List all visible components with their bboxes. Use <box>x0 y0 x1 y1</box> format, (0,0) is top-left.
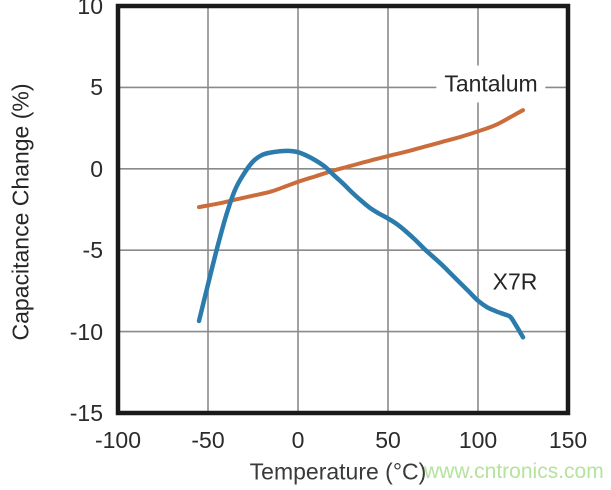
y-axis-title: Capacitance Change (%) <box>7 83 34 341</box>
x-tick-label-150: 150 <box>548 427 588 453</box>
y-tick-label--15: -15 <box>69 400 103 426</box>
series-line-x7r <box>196 148 526 340</box>
x-tick-label--50: -50 <box>191 427 225 453</box>
y-tick-label-0: 0 <box>90 155 103 182</box>
y-tick-label--5: -5 <box>82 237 103 264</box>
y-tick-label-10: 10 <box>77 0 103 19</box>
x-tick-label-50: 50 <box>375 427 401 453</box>
x-tick-label-100: 100 <box>458 427 498 453</box>
y-tick-label-5: 5 <box>90 74 103 101</box>
x-tick-label--100: -100 <box>94 427 142 453</box>
watermark-text: www.cntronics.com <box>424 460 604 483</box>
plot-border <box>115 3 571 416</box>
series-line-tantalum <box>197 108 525 210</box>
series-label-x7r: X7R <box>492 268 538 295</box>
y-tick-label--10: -10 <box>69 318 103 345</box>
series-label-tantalum: Tantalum <box>436 65 546 103</box>
x-tick-label-0: 0 <box>291 427 305 453</box>
x-axis-title: Temperature (°C) <box>249 458 427 485</box>
